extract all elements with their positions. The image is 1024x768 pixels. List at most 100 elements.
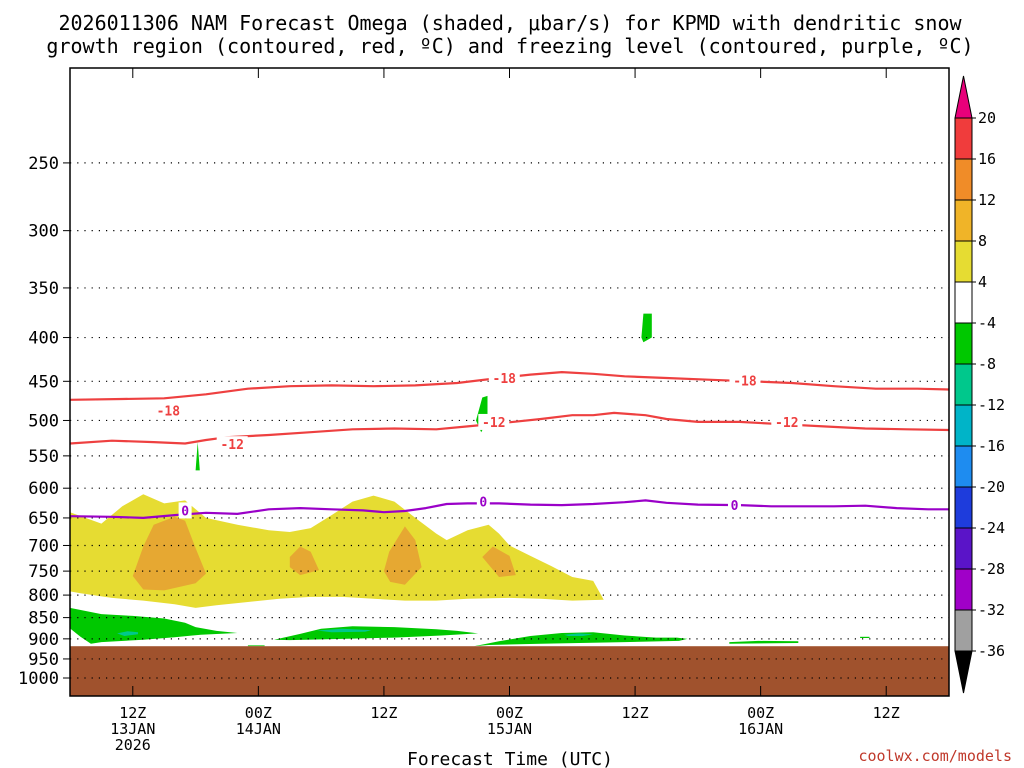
colorbar-label-4: 4 bbox=[978, 273, 987, 291]
contour-label-bg-1-1 bbox=[478, 413, 510, 430]
colorbar-label-13: -36 bbox=[978, 642, 1005, 660]
pressure-gridlines bbox=[70, 162, 949, 679]
chart-title-line-1: 2026011306 NAM Forecast Omega (shaded, μ… bbox=[58, 11, 962, 35]
omega-region-7 bbox=[473, 632, 688, 647]
colorbar-swatch-1 bbox=[954, 117, 973, 160]
ytick-label-1000: 1000 bbox=[18, 669, 59, 689]
colorbar-swatch-8 bbox=[954, 404, 973, 447]
contour-label-0-2: -18 bbox=[733, 374, 757, 389]
colorbar-swatch-13 bbox=[954, 609, 973, 652]
xtick-label-1-1: 14JAN bbox=[236, 720, 281, 738]
omega-region-8 bbox=[729, 640, 799, 644]
omega-region-9 bbox=[247, 645, 265, 647]
omega-region-6 bbox=[274, 626, 479, 641]
colorbar-label-2: 12 bbox=[978, 191, 996, 209]
contour-label-1-2: -12 bbox=[775, 416, 798, 431]
ytick-label-850: 850 bbox=[28, 609, 59, 629]
colorbar: 20 16 12 8 4 -4 -8 -12 -16 -20 -24 -28 -32 -36 bbox=[954, 75, 1005, 694]
ytick-label-650: 650 bbox=[28, 509, 59, 529]
colorbar-label-12: -32 bbox=[978, 601, 1005, 619]
colorbar-swatch-14 bbox=[954, 650, 973, 694]
x-axis-label: Forecast Time (UTC) bbox=[407, 749, 613, 768]
xtick-label-0-1: 13JAN bbox=[110, 720, 155, 738]
ytick-label-300: 300 bbox=[28, 222, 59, 242]
contour-label-0-0: -18 bbox=[157, 405, 181, 420]
contour-label-bg-0-2 bbox=[729, 372, 761, 389]
omega-shading bbox=[70, 313, 870, 647]
colorbar-label-3: 8 bbox=[978, 232, 987, 250]
y-axis-ticks: 2503003504004505005506006507007508008509… bbox=[18, 154, 70, 689]
colorbar-label-1: 16 bbox=[978, 150, 996, 168]
xtick-label-5-1: 16JAN bbox=[738, 720, 783, 738]
colorbar-swatch-10 bbox=[954, 486, 973, 529]
chart-title-line-2: growth region (contoured, red, ºC) and f… bbox=[46, 34, 973, 58]
contour-label-1-0: -12 bbox=[220, 438, 243, 453]
contour-label-bg-2-0 bbox=[178, 502, 192, 519]
contour-label-0-1: -18 bbox=[493, 372, 517, 387]
xtick-label-3-0: 00Z bbox=[496, 704, 523, 722]
colorbar-swatch-4 bbox=[954, 240, 973, 283]
ytick-label-500: 500 bbox=[28, 411, 59, 431]
colorbar-label-8: -16 bbox=[978, 437, 1005, 455]
ytick-label-800: 800 bbox=[28, 586, 59, 606]
contour-label-1-1: -12 bbox=[482, 416, 505, 431]
contour-label-bg-1-2 bbox=[771, 413, 803, 430]
temperature-contours: -18 -18 -18 -12 -12 -12 0 0 0 bbox=[70, 369, 949, 520]
ytick-label-950: 950 bbox=[28, 650, 59, 670]
contour-label-2-0: 0 bbox=[181, 504, 189, 519]
omega-region-11 bbox=[195, 442, 200, 471]
contour-line--18-0 bbox=[70, 371, 949, 401]
ytick-label-450: 450 bbox=[28, 372, 59, 392]
omega-region-13 bbox=[641, 313, 652, 343]
contour-label-bg-0-1 bbox=[488, 369, 520, 386]
xtick-label-2-0: 12Z bbox=[370, 704, 397, 722]
colorbar-swatch-3 bbox=[954, 199, 973, 242]
omega-region-0 bbox=[70, 494, 604, 608]
omega-region-4 bbox=[482, 546, 516, 577]
colorbar-label-6: -8 bbox=[978, 355, 996, 373]
colorbar-swatch-5 bbox=[954, 281, 973, 324]
ytick-label-350: 350 bbox=[28, 279, 59, 299]
contour-label-bg-2-1 bbox=[476, 493, 490, 510]
colorbar-label-11: -28 bbox=[978, 560, 1005, 578]
colorbar-swatch-6 bbox=[954, 322, 973, 365]
xtick-label-1-0: 00Z bbox=[245, 704, 272, 722]
omega-region-3 bbox=[383, 526, 422, 585]
ytick-label-900: 900 bbox=[28, 630, 59, 650]
xtick-label-4-0: 12Z bbox=[622, 704, 649, 722]
watermark-text: coolwx.com/models bbox=[858, 747, 1012, 765]
contour-line-0-2 bbox=[70, 499, 949, 520]
contour-label-2-2: 0 bbox=[731, 499, 739, 514]
omega-region-2 bbox=[289, 546, 319, 576]
colorbar-label-5: -4 bbox=[978, 314, 996, 332]
contour-label-2-1: 0 bbox=[479, 496, 487, 511]
contour-label-bg-0-0 bbox=[152, 402, 184, 419]
contour-label-bg-2-2 bbox=[727, 497, 741, 514]
colorbar-swatch-0 bbox=[954, 75, 973, 119]
xtick-label-6-0: 12Z bbox=[873, 704, 900, 722]
colorbar-swatch-2 bbox=[954, 158, 973, 201]
colorbar-label-0: 20 bbox=[978, 109, 996, 127]
ytick-label-750: 750 bbox=[28, 562, 59, 582]
ytick-label-600: 600 bbox=[28, 479, 59, 499]
ytick-label-250: 250 bbox=[28, 154, 59, 174]
xtick-label-3-1: 15JAN bbox=[487, 720, 532, 738]
omega-region-5 bbox=[70, 607, 238, 644]
colorbar-label-9: -20 bbox=[978, 478, 1005, 496]
xtick-label-0-2: 2026 bbox=[115, 736, 151, 754]
colorbar-label-7: -12 bbox=[978, 396, 1005, 414]
colorbar-swatch-11 bbox=[954, 527, 973, 570]
colorbar-label-10: -24 bbox=[978, 519, 1005, 537]
ytick-label-400: 400 bbox=[28, 329, 59, 349]
colorbar-swatch-7 bbox=[954, 363, 973, 406]
omega-region-14 bbox=[117, 631, 138, 636]
omega-region-10 bbox=[860, 636, 870, 638]
omega-region-15 bbox=[317, 628, 372, 633]
ytick-label-700: 700 bbox=[28, 536, 59, 556]
contour-label-bg-1-0 bbox=[216, 436, 248, 453]
colorbar-swatch-12 bbox=[954, 568, 973, 611]
omega-region-16 bbox=[563, 633, 594, 636]
omega-region-1 bbox=[132, 516, 206, 591]
